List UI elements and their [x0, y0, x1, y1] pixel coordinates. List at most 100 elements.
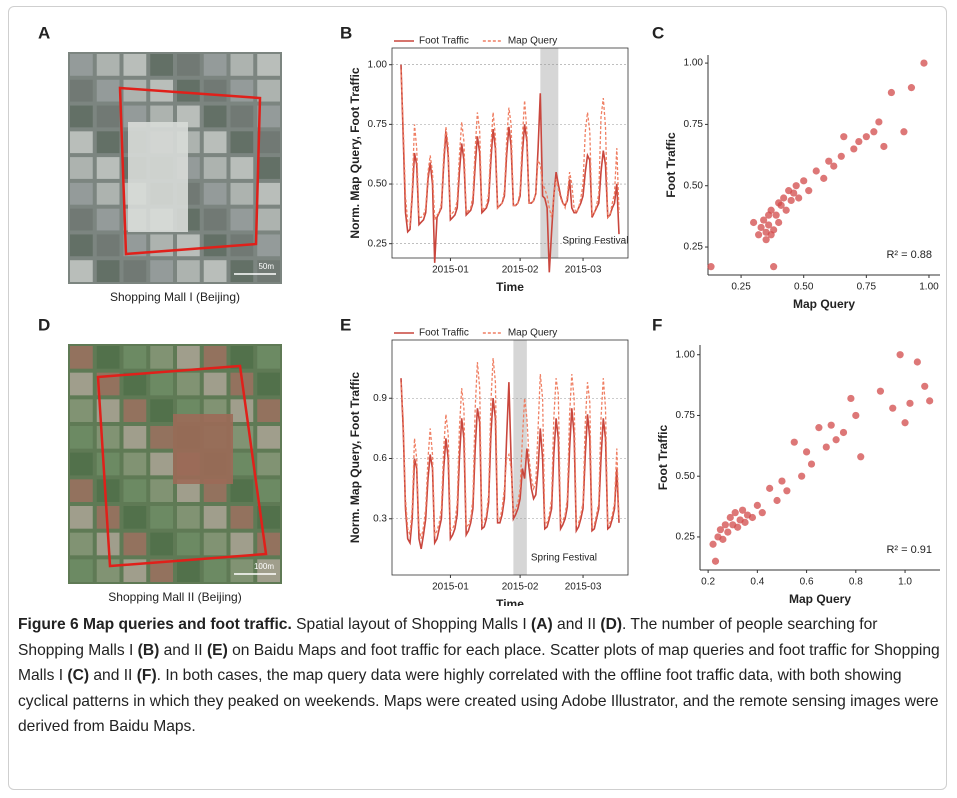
scatter-point [790, 189, 798, 197]
scatter-point [802, 448, 811, 456]
panel-label: A [38, 23, 50, 42]
y-tick-label: 1.00 [676, 349, 696, 360]
x-tick-label: 0.25 [731, 282, 751, 293]
x-tick-label: 0.4 [750, 577, 764, 588]
series-line [400, 64, 620, 273]
scatter-point [862, 133, 870, 141]
y-tick-label: 0.25 [368, 238, 388, 249]
aerial-block [177, 260, 200, 282]
aerial-block [230, 105, 254, 128]
aerial-block [96, 399, 120, 422]
x-tick-label: 1.00 [919, 282, 939, 293]
aerial-block [70, 54, 93, 76]
aerial-block [203, 372, 227, 396]
scatter-point [798, 472, 806, 480]
aerial-block [230, 426, 254, 449]
panel-label: F [652, 315, 662, 334]
aerial-block [70, 532, 93, 556]
aerial-block [123, 105, 147, 128]
scatter-point [707, 263, 715, 271]
aerial-block [70, 506, 93, 529]
scatter-point [907, 84, 916, 92]
aerial-block [177, 559, 200, 582]
aerial-block [123, 260, 147, 282]
aerial-block [203, 79, 227, 102]
x-tick-label: 2015-03 [565, 582, 602, 593]
aerial-block [257, 426, 280, 449]
aerial-block [257, 157, 280, 179]
caption-text: (A) [531, 616, 553, 633]
y-tick-label: 1.00 [368, 59, 388, 70]
series-line [400, 378, 620, 550]
aerial-block [70, 372, 93, 396]
scatter-point [920, 59, 928, 67]
aerial-block [96, 479, 120, 502]
y-axis-label: Foot Traffic [656, 425, 670, 491]
panel-label: D [38, 315, 50, 334]
scatter-point [896, 351, 904, 359]
aerial-block [150, 372, 173, 396]
scatter-point [926, 397, 934, 405]
scatter-point [901, 419, 909, 427]
scatter-point [790, 438, 798, 446]
aerial-block [70, 559, 93, 582]
scatter-point [921, 382, 929, 390]
scatter-point [787, 196, 795, 205]
scatter-point [726, 513, 734, 522]
y-tick-label: 0.75 [684, 119, 704, 130]
aerial-block [257, 452, 280, 476]
aerial-block [257, 532, 280, 556]
aerial-block [230, 559, 254, 582]
scatter-point [875, 118, 883, 126]
aerial-block [70, 157, 93, 179]
caption-text: . In both cases, the map query data were… [18, 667, 939, 736]
scatter-point [748, 513, 757, 522]
aerial-block [203, 54, 227, 76]
x-axis-label: Map Query [793, 297, 855, 311]
aerial-block [96, 105, 120, 128]
scatter-point [770, 263, 778, 271]
scatter-point [757, 223, 765, 232]
scatter-point [825, 157, 833, 165]
aerial-block [70, 131, 93, 154]
scatter-point [778, 477, 786, 485]
aerial-block [177, 54, 200, 76]
aerial-block [123, 54, 147, 76]
aerial-block [96, 452, 120, 476]
scatter-point [765, 211, 773, 219]
aerial-block [257, 260, 280, 282]
r-squared: R² = 0.88 [886, 249, 932, 261]
aerial-block [70, 79, 93, 102]
scatter-point [889, 404, 897, 412]
aerial-block [203, 479, 227, 502]
site-boundary [118, 86, 262, 256]
caption-text: and II [89, 667, 137, 685]
scatter-point [815, 424, 823, 432]
x-axis-label: Time [496, 597, 524, 606]
x-tick-label: 0.75 [857, 282, 877, 293]
aerial-block [123, 372, 147, 396]
aerial-block [150, 532, 173, 556]
scatter-point [855, 137, 863, 146]
aerial-block [203, 346, 227, 369]
scatter-point [709, 540, 717, 548]
aerial-block [257, 372, 280, 396]
x-tick-label: 2015-02 [502, 582, 539, 593]
caption-text: . The number of people searching for Sho… [18, 616, 878, 659]
aerial-block [203, 532, 227, 556]
aerial-block [96, 131, 120, 154]
legend-label: Foot Traffic [419, 36, 469, 47]
aerial-block [230, 131, 254, 154]
y-tick-label: 0.50 [676, 471, 696, 482]
aerial-block [150, 479, 173, 502]
scatter-point [738, 506, 747, 514]
scatter-point [773, 496, 781, 505]
caption-text: and II [552, 616, 601, 633]
figure: A 50m Shopping Mall I (Beijing) D 100m Shoppi… [38, 23, 940, 606]
y-tick-label: 0.3 [373, 513, 387, 524]
aerial-block [123, 426, 147, 449]
building [128, 122, 188, 232]
scatter-point [839, 428, 848, 437]
figure-frame [8, 6, 947, 790]
legend-label: Foot Traffic [419, 328, 469, 339]
